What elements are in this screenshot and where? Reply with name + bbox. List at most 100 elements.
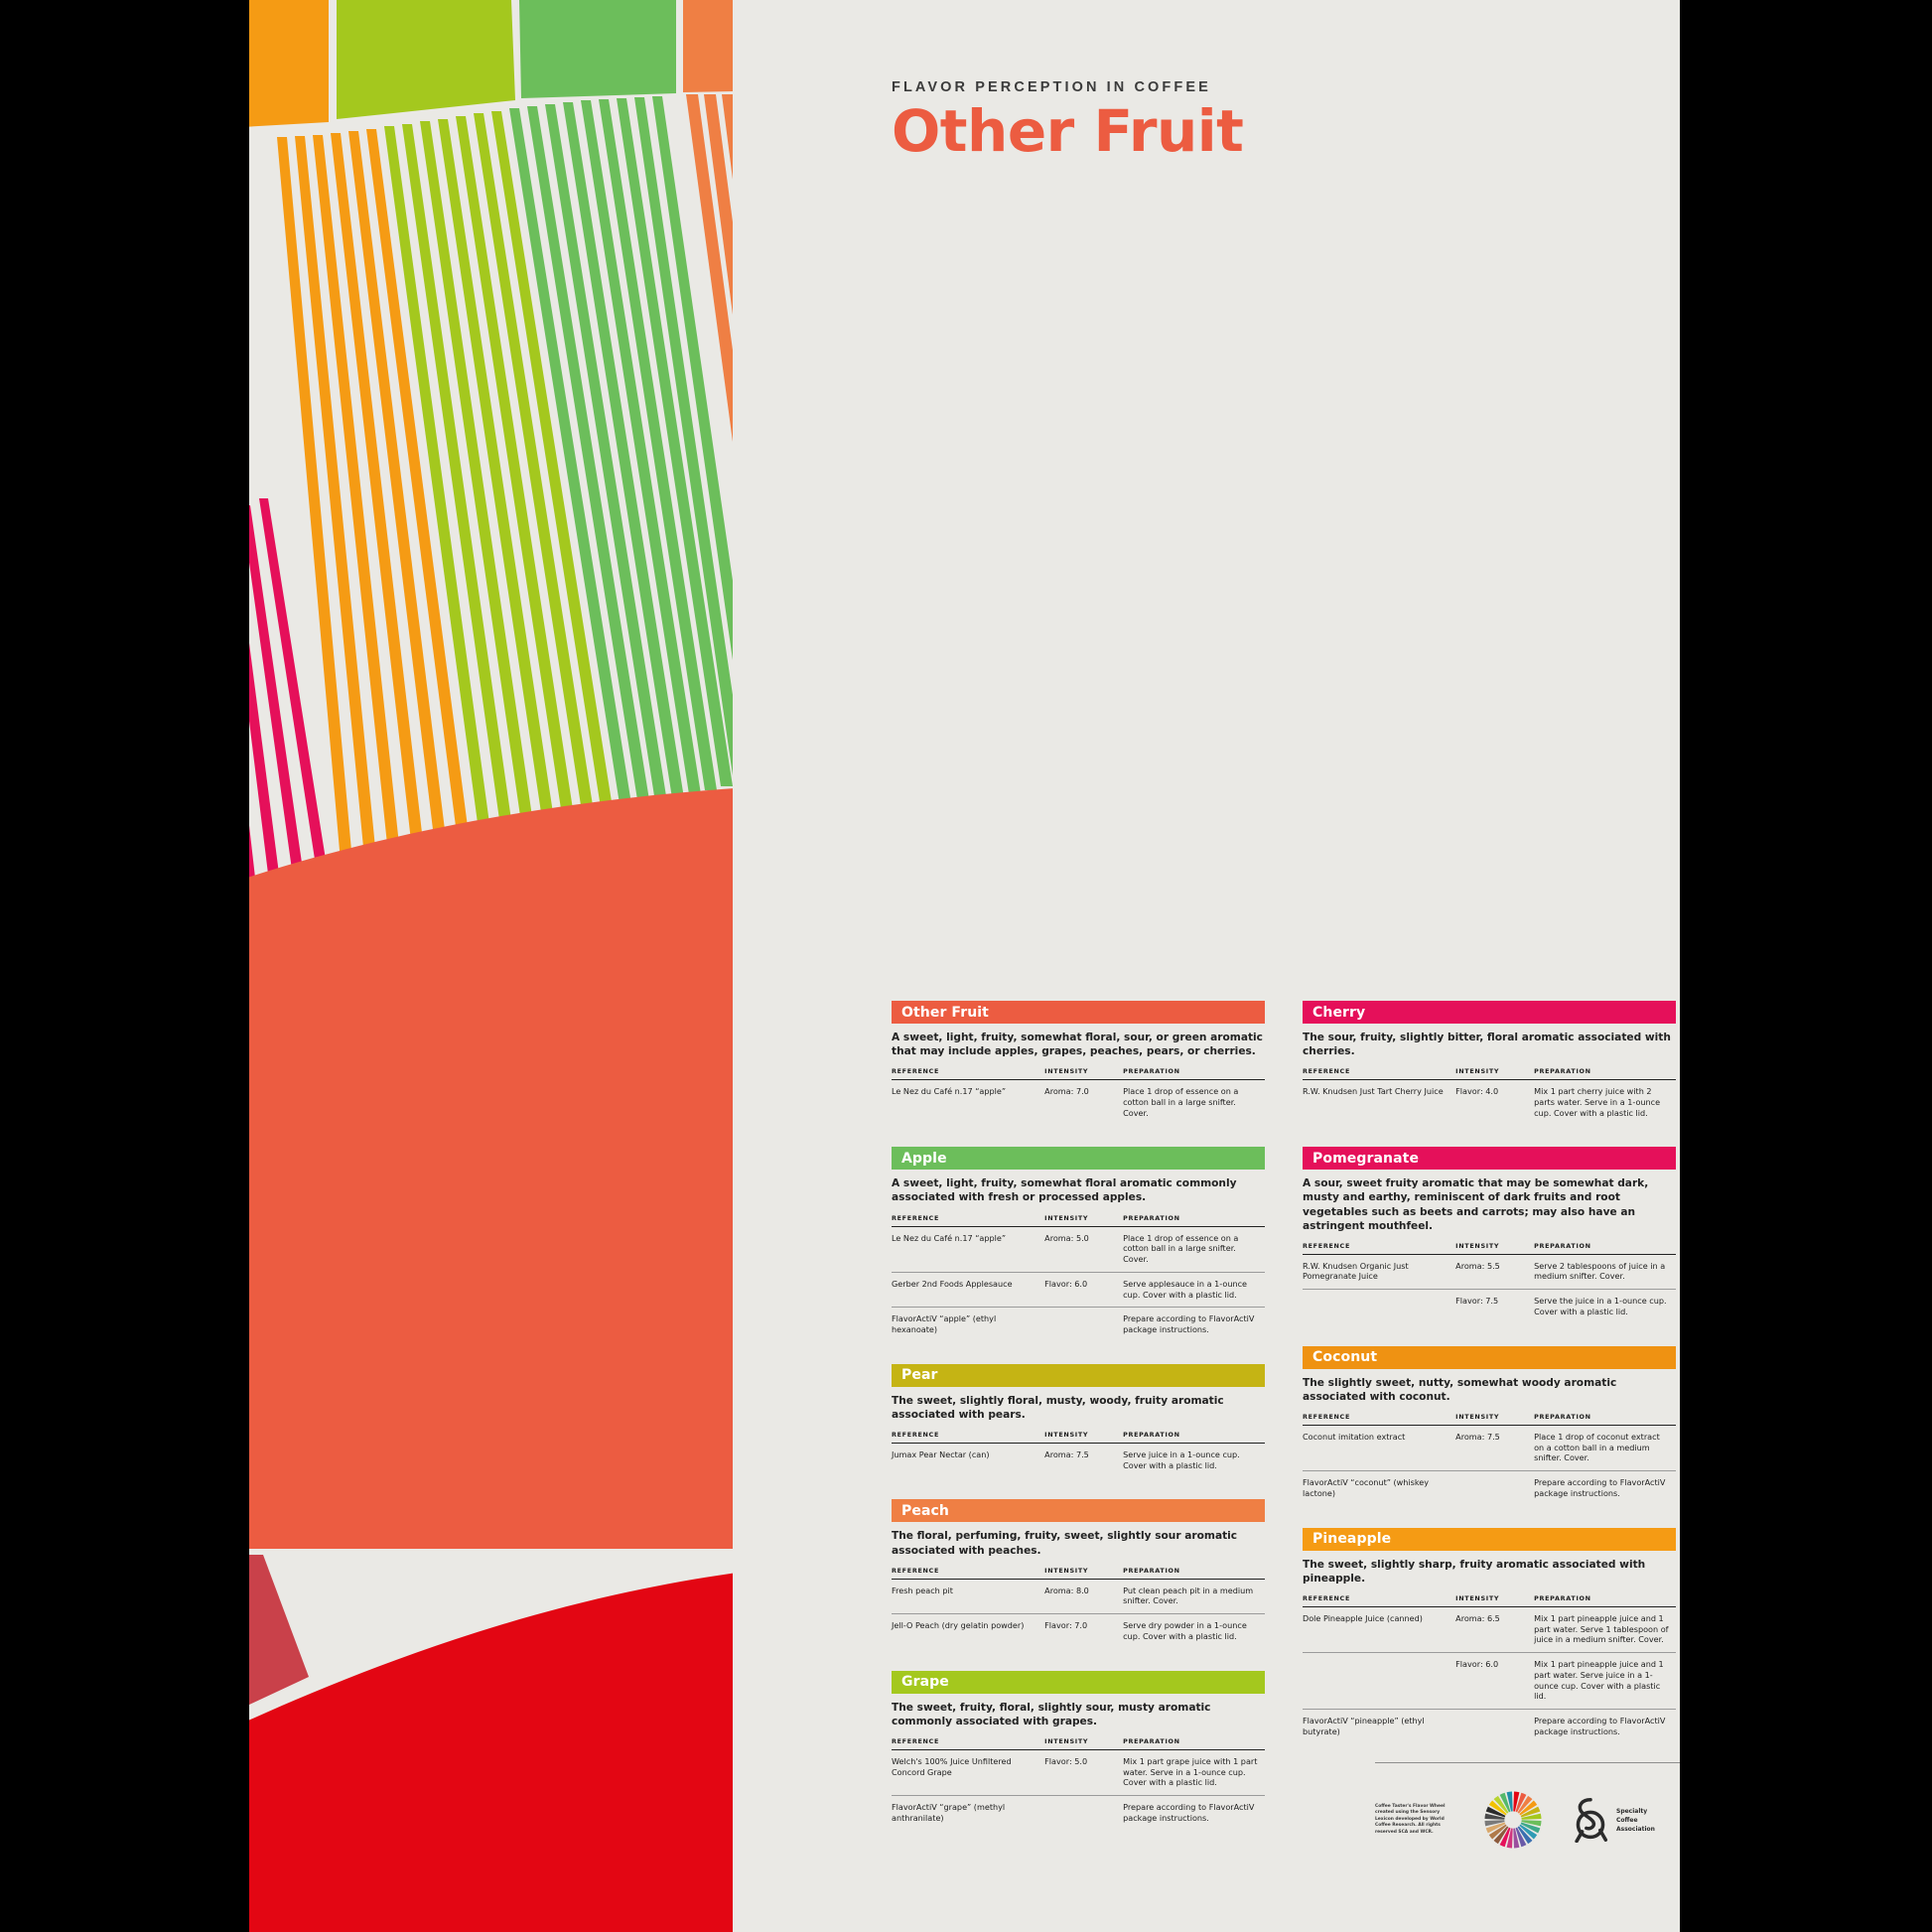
cell-preparation: Serve the juice in a 1-ounce cup. Cover … [1534,1289,1676,1324]
column-header-reference: REFERENCE [892,1213,1045,1227]
wheel-segment [1520,1822,1541,1834]
card-title: Pomegranate [1312,1150,1420,1167]
card-title: Other Fruit [901,1004,989,1021]
table-row: Le Nez du Café n.17 “apple” Aroma: 7.0 Pla… [892,1080,1265,1126]
card-header-apple: Apple [892,1147,1265,1171]
table-header-row: REFERENCE INTENSITY PREPARATION [892,1213,1265,1227]
card-description: A sweet, light, fruity, somewhat floral,… [892,1032,1263,1058]
table-row: Flavor: 6.0 Mix 1 part pineapple juice an… [1303,1652,1676,1711]
cell-preparation: Prepare according to FlavorActiV package… [1534,1716,1666,1736]
reference-table: REFERENCE INTENSITY PREPARATION R.W. Knudse… [1303,1241,1676,1324]
reference-table: REFERENCE INTENSITY PREPARATION Dole Pineap… [1303,1593,1676,1744]
wheel-segment [1499,1792,1511,1813]
wheel-segment [1515,1792,1527,1813]
column-header-preparation: PREPARATION [1534,1412,1676,1426]
column-header-preparation: PREPARATION [1123,1213,1265,1227]
table-row: FlavorActiV “grape” (methyl anthranilate… [892,1796,1265,1831]
masthead: FLAVOR PERCEPTION IN COFFEE Other Fruit [892,79,1587,160]
table-header-row: REFERENCE INTENSITY PREPARATION [892,1067,1265,1081]
cell-intensity: Flavor: 6.0 [1455,1652,1535,1711]
column-header-intensity: INTENSITY [1455,1067,1535,1081]
table-row: Gerber 2nd Foods Applesauce Flavor: 6.0 Se… [892,1272,1265,1309]
cell-reference: FlavorActiV “apple” (ethyl hexanoate) [892,1313,997,1335]
cell-reference: R.W. Knudsen Organic Just Pomegranate Ju… [1303,1254,1456,1291]
cell-intensity [1044,1308,1123,1342]
wheel-segment [1520,1806,1541,1818]
table-row: Coconut imitation extract Aroma: 7.5 Place… [1303,1425,1676,1472]
reference-table: REFERENCE INTENSITY PREPARATION Jumax Pear … [892,1430,1265,1478]
sca-mark-icon [1575,1798,1608,1844]
card-pomegranate: Pomegranate A sour, sweet fruity aromatic… [1303,1147,1676,1324]
column-header-reference: REFERENCE [1303,1241,1456,1255]
sca-logo-text: Specialty Coffee Association [1616,1807,1655,1834]
table-row: Jell-O Peach (dry gelatin powder) Flavor:… [892,1614,1265,1649]
card-description: The sweet, slightly sharp, fruity aromat… [1303,1558,1646,1585]
card-description: The sweet, slightly floral, musty, woody… [892,1394,1224,1421]
table-row: FlavorActiV “apple” (ethyl hexanoate) Pre… [892,1308,1265,1342]
cell-intensity: Flavor: 7.0 [1044,1620,1088,1631]
cell-intensity [1455,1471,1534,1506]
cell-reference: FlavorActiV “pineapple” (ethyl butyrate) [1303,1716,1425,1736]
cell-preparation: Mix 1 part cherry juice with 2 parts wat… [1534,1086,1661,1118]
column-header-intensity: INTENSITY [1044,1566,1124,1580]
cell-reference: Le Nez du Café n.17 “apple” [892,1226,1045,1273]
footer: Coffee Taster's Flavor Wheel created usi… [1375,1762,1680,1851]
wheel-segment [1521,1813,1542,1820]
wheel-segment [1519,1800,1538,1816]
right-column: Cherry The sour, fruity, slightly bitter,… [1303,1001,1676,1853]
cell-reference: FlavorActiV “grape” (methyl anthranilate… [892,1802,1006,1823]
cell-intensity [1455,1710,1534,1744]
cell-reference: Coconut imitation extract [1303,1425,1456,1472]
column-header-reference: REFERENCE [1303,1593,1456,1607]
card-header-other-fruit: Other Fruit [892,1001,1265,1024]
content-panel: FLAVOR PERCEPTION IN COFFEE Other Fruit … [733,0,1680,1932]
wheel-segment [1521,1820,1542,1827]
card-description: A sour, sweet fruity aromatic that may b… [1303,1177,1649,1232]
cell-intensity: Aroma: 8.0 [1044,1579,1124,1615]
wheel-segment [1506,1828,1513,1849]
reference-table: REFERENCE INTENSITY PREPARATION Coconut imi… [1303,1412,1676,1506]
table-row: Dole Pineapple Juice (canned) Aroma: 6.5 M… [1303,1606,1676,1654]
reference-table: REFERENCE INTENSITY PREPARATION R.W. Knudse… [1303,1067,1676,1125]
wheel-segment [1493,1826,1509,1845]
cards-columns: Other Fruit A sweet, light, fruity, somew… [892,1001,1676,1853]
column-header-reference: REFERENCE [1303,1412,1456,1426]
table-row: Flavor: 7.5 Serve the juice in a 1-ounce … [1303,1289,1676,1324]
cell-intensity: Flavor: 6.0 [1044,1272,1124,1309]
card-title: Grape [901,1674,949,1691]
table-header-row: REFERENCE INTENSITY PREPARATION [1303,1241,1676,1255]
cell-intensity: Aroma: 5.5 [1455,1254,1535,1291]
table-header-row: REFERENCE INTENSITY PREPARATION [892,1566,1265,1580]
cell-intensity: Aroma: 7.0 [1044,1086,1089,1097]
reference-table: REFERENCE INTENSITY PREPARATION Le Nez du C… [892,1067,1265,1125]
table-row: Le Nez du Café n.17 “apple” Aroma: 5.0 Pla… [892,1226,1265,1273]
cell-reference: Gerber 2nd Foods Applesauce [892,1272,1045,1309]
card-header-pomegranate: Pomegranate [1303,1147,1676,1171]
card-pear: Pear The sweet, slightly floral, musty, w… [892,1363,1265,1478]
footer-logos-row: Coffee Taster's Flavor Wheel created usi… [1375,1789,1680,1851]
sca-line-1: Specialty [1616,1807,1648,1815]
cell-reference: FlavorActiV “coconut” (whiskey lactone) [1303,1477,1430,1498]
card-description: The sweet, fruity, floral, slightly sour… [892,1701,1211,1727]
cell-reference [1303,1289,1456,1324]
column-header-preparation: PREPARATION [1123,1430,1265,1444]
card-title: Cherry [1312,1004,1366,1021]
reference-table: REFERENCE INTENSITY PREPARATION Welch's 100… [892,1736,1265,1831]
column-header-preparation: PREPARATION [1123,1067,1265,1081]
cell-reference: Jell-O Peach (dry gelatin powder) [892,1620,1025,1631]
cell-reference: Fresh peach pit [892,1579,1045,1615]
cell-reference: Le Nez du Café n.17 “apple” [892,1086,1007,1097]
column-header-intensity: INTENSITY [1044,1430,1124,1444]
sca-line-3: Association [1616,1825,1655,1833]
column-header-intensity: INTENSITY [1455,1593,1535,1607]
column-header-preparation: PREPARATION [1534,1067,1676,1081]
column-header-reference: REFERENCE [1303,1067,1456,1081]
card-title: Pear [901,1367,938,1384]
cell-preparation: Serve juice in a 1-ounce cup. Cover with… [1123,1449,1240,1470]
table-row: R.W. Knudsen Just Tart Cherry Juice Flavo… [1303,1080,1676,1126]
cell-preparation: Place 1 drop of essence on a cotton ball… [1123,1226,1265,1273]
table-row: Welch's 100% Juice Unfiltered Concord Gr… [892,1749,1265,1797]
card-header-peach: Peach [892,1499,1265,1523]
cell-reference [1303,1652,1456,1711]
cell-preparation: Put clean peach pit in a medium snifter.… [1123,1579,1265,1615]
